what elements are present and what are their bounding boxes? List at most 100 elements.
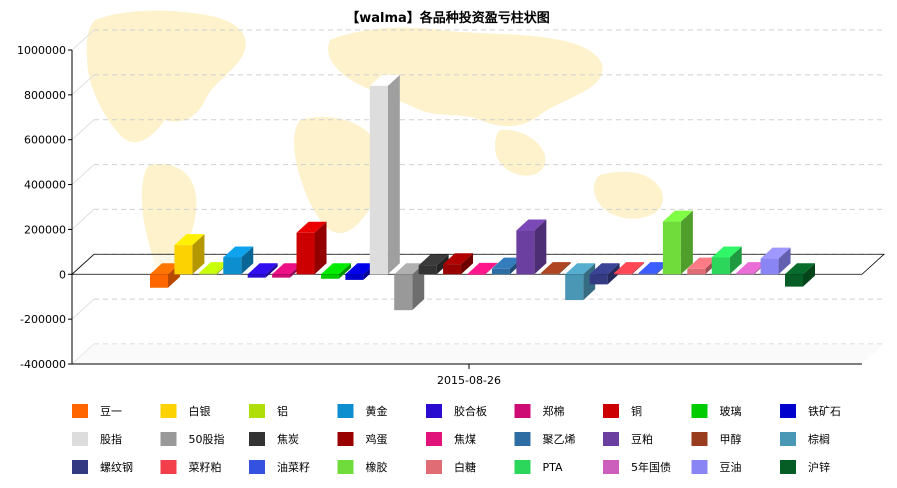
y-tick-label-3: 400000	[24, 179, 66, 192]
gridline-depth-4	[71, 209, 95, 230]
legend-swatch-9	[780, 404, 796, 418]
bar-top-8	[320, 263, 351, 275]
bar-side-20	[632, 262, 645, 275]
bar-top-27	[785, 263, 815, 275]
bar-top-12	[418, 254, 449, 266]
y-tick-label-4: 200000	[24, 223, 66, 236]
bar-top-6	[272, 263, 303, 275]
legend-label-21: 油菜籽	[277, 460, 310, 474]
y-tick-label-5: 0	[59, 268, 66, 281]
bar-front-8	[320, 274, 339, 279]
legend-swatch-15	[514, 432, 531, 446]
bar-top-5	[247, 263, 278, 275]
bar-front-16	[516, 230, 535, 275]
legend-swatch-3	[249, 404, 265, 418]
legend-item-2: 白银	[160, 404, 211, 418]
bar-front-19	[589, 274, 608, 285]
legend-label-22: 橡胶	[366, 460, 388, 474]
legend-label-18: 棕榈	[808, 432, 830, 446]
bar-side-24	[729, 246, 742, 275]
bar-front-18	[565, 274, 584, 301]
legend-swatch-4	[337, 404, 354, 418]
x-tick-label-0: 2015-08-26	[437, 374, 501, 387]
bar-11	[394, 263, 425, 311]
legend-label-4: 黄金	[366, 404, 388, 418]
bar-5	[247, 263, 278, 278]
bar-front-23	[687, 268, 706, 275]
legend-label-16: 豆粕	[631, 432, 653, 446]
bar-4	[223, 246, 254, 275]
bar-side-2	[192, 234, 205, 275]
bar-top-13	[443, 253, 474, 265]
legend-item-18: 棕榈	[780, 432, 830, 446]
legend-label-7: 铜	[631, 404, 642, 418]
legend-label-12: 焦炭	[277, 433, 299, 446]
bar-side-11	[412, 263, 425, 311]
legend-label-14: 焦煤	[454, 433, 476, 446]
legend-label-13: 鸡蛋	[366, 432, 388, 446]
bar-7	[296, 221, 327, 275]
bar-front-9	[345, 274, 364, 280]
legend-item-4: 黄金	[337, 404, 388, 418]
bar-top-11	[394, 263, 425, 275]
legend-item-12: 焦炭	[249, 432, 299, 446]
legend-item-13: 鸡蛋	[337, 432, 388, 446]
legend-label-5: 胶合板	[454, 404, 487, 418]
legend-swatch-18	[780, 432, 796, 446]
gridline-depth-0	[71, 29, 95, 51]
legend-swatch-6	[514, 404, 531, 418]
legend-label-6: 郑棉	[543, 404, 565, 418]
bar-top-25	[736, 262, 767, 274]
bar-top-21	[638, 262, 669, 274]
bar-front-24	[711, 257, 730, 275]
y-tick-label-0: 1000000	[17, 44, 66, 57]
legend-label-25: 5年国债	[631, 460, 671, 474]
legend-swatch-12	[249, 432, 265, 446]
bar-side-13	[461, 253, 474, 275]
legend-swatch-20	[160, 460, 177, 474]
bar-front-10	[369, 85, 388, 275]
bar-side-26	[778, 247, 791, 275]
bar-24	[711, 246, 742, 275]
plot-floor	[72, 344, 884, 364]
bar-front-27	[785, 274, 803, 287]
legend-item-15: 聚乙烯	[514, 432, 576, 446]
bar-front-2	[174, 245, 193, 275]
bar-13	[443, 253, 474, 275]
legend-item-20: 菜籽粕	[160, 460, 222, 474]
legend-label-2: 白银	[189, 404, 211, 418]
legend-label-27: 沪锌	[808, 460, 830, 474]
legend-item-6: 郑棉	[514, 404, 565, 418]
legend-item-22: 橡胶	[337, 460, 388, 474]
world-map-background	[86, 10, 664, 275]
bar-side-16	[534, 219, 547, 275]
bar-front-6	[272, 274, 291, 278]
bar-side-22	[680, 210, 693, 275]
legend-label-10: 股指	[100, 432, 122, 446]
bar-top-18	[565, 263, 596, 275]
bar-side-4	[241, 246, 254, 275]
legend-swatch-27	[780, 460, 796, 474]
legend-swatch-13	[337, 432, 354, 446]
bar-top-26	[760, 247, 791, 259]
legend-label-19: 螺纹钢	[100, 460, 133, 474]
bar-22	[662, 210, 693, 275]
legend-label-20: 菜籽粕	[189, 460, 222, 474]
legend-item-26: 豆油	[691, 460, 742, 474]
legend-label-17: 甲醇	[720, 432, 742, 446]
bar-20	[614, 262, 645, 275]
legend-label-24: PTA	[543, 461, 563, 474]
legend-item-25: 5年国债	[603, 460, 671, 474]
legend-item-1: 豆一	[72, 404, 122, 418]
legend-swatch-11	[160, 432, 177, 446]
bar-front-13	[443, 264, 462, 275]
legend-swatch-22	[337, 460, 354, 474]
y-tick-label-1: 800000	[24, 89, 66, 102]
bar-top-16	[516, 219, 547, 231]
legend-swatch-5	[426, 404, 442, 418]
gridline-depth-6	[71, 298, 95, 320]
bar-top-2	[174, 234, 205, 246]
legend-swatch-2	[160, 404, 177, 418]
